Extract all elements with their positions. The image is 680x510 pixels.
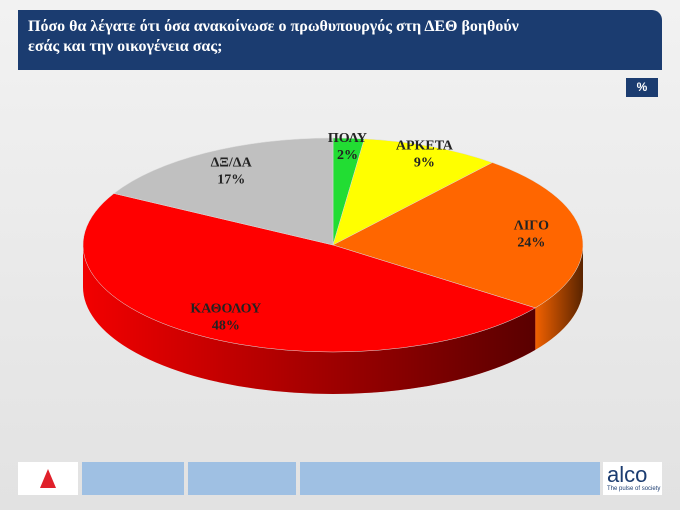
logo-box xyxy=(18,462,78,495)
slice-label: ΑΡΚΕΤΑ xyxy=(396,139,454,154)
footer-bar xyxy=(82,462,184,495)
value-label: 2% xyxy=(337,148,358,163)
chart-title: Πόσο θα λέγατε ότι όσα ανακοίνωσε ο πρωθ… xyxy=(28,18,519,55)
header: Πόσο θα λέγατε ότι όσα ανακοίνωσε ο πρωθ… xyxy=(18,10,662,70)
footer: alco The pulse of society xyxy=(18,462,662,495)
slice xyxy=(113,137,334,246)
footer-bar xyxy=(300,462,600,495)
unit-badge: % xyxy=(626,78,658,97)
brand-box: alco The pulse of society xyxy=(603,462,662,495)
value-label: 9% xyxy=(414,156,435,171)
value-label: 17% xyxy=(217,172,245,187)
slice-label: ΠΟΛΥ xyxy=(328,131,367,146)
chart: ΠΟΛΥ 2% ΑΡΚΕΤΑ 9% ΛΙΓΟ 24% ΚΑΘΟΛΟΥ 48% ΔΞ/ΔΑ 17% xyxy=(82,131,584,395)
brand: alco xyxy=(607,462,648,487)
side-shade xyxy=(83,245,536,395)
slice-label: ΔΞ/ΔΑ xyxy=(211,155,253,170)
side-shade xyxy=(535,245,583,350)
footer-bar xyxy=(188,462,296,495)
tagline: The pulse of society xyxy=(607,486,661,492)
slice-label: ΛΙΓΟ xyxy=(514,218,549,233)
value-label: 24% xyxy=(517,235,545,250)
slice-label: ΚΑΘΟΛΟΥ xyxy=(190,301,261,316)
slice xyxy=(82,193,536,353)
slice xyxy=(332,138,493,246)
slice xyxy=(332,162,584,309)
value-label: 48% xyxy=(212,318,240,333)
